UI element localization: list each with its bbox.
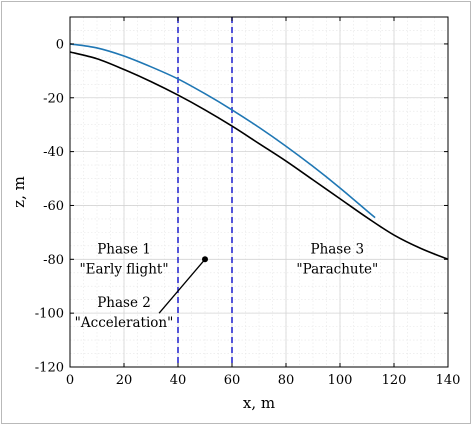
x-axis-label: x, m [243,394,275,412]
x-tick-label: 0 [66,373,74,388]
y-axis-label: z, m [10,176,28,208]
pointer-line [158,258,206,314]
axis-ticks [69,17,449,368]
annotation-line: "Parachute" [296,261,378,277]
y-tick-labels: 0 -20 -40 -60 -80 -100 -120 [35,37,64,375]
x-tick-label: 60 [224,373,241,388]
x-tick-label: 140 [436,373,461,388]
y-tick-label: -20 [43,91,64,106]
annotation-line: Phase 3 [310,241,364,257]
series-lines [69,43,449,261]
y-tick-label: -100 [35,307,64,322]
plot-area-border [69,16,449,368]
phase-annotation-1: Phase 1 "Early flight" [79,241,168,277]
phase-annotation-3: Phase 3 "Parachute" [296,241,378,277]
phase-annotation-2: Phase 2 "Acceleration" [75,295,174,331]
x-tick-label: 40 [170,373,187,388]
annotation-line: Phase 1 [97,241,151,257]
x-tick-label: 120 [382,373,407,388]
phase-annotations: Phase 1 "Early flight" Phase 2 "Acceleratio… [75,241,379,331]
x-tick-label: 80 [278,373,295,388]
phase-2-pointer [158,256,208,314]
pointer-dot [202,256,208,263]
x-tick-labels: 0 20 40 60 80 100 120 140 [66,373,461,388]
y-tick-label: -40 [43,145,64,160]
x-tick-label: 20 [116,373,133,388]
series-line-2 [69,51,449,261]
annotation-line: Phase 2 [97,295,151,311]
y-tick-label: -80 [43,253,64,268]
x-tick-label: 100 [328,373,353,388]
annotation-line: "Early flight" [79,261,168,277]
series-line-1 [69,43,376,219]
phase-boundaries [177,17,233,367]
y-tick-label: 0 [56,37,64,52]
annotation-line: "Acceleration" [75,315,174,331]
y-tick-label: -60 [43,199,64,214]
y-tick-label: -120 [35,361,64,376]
